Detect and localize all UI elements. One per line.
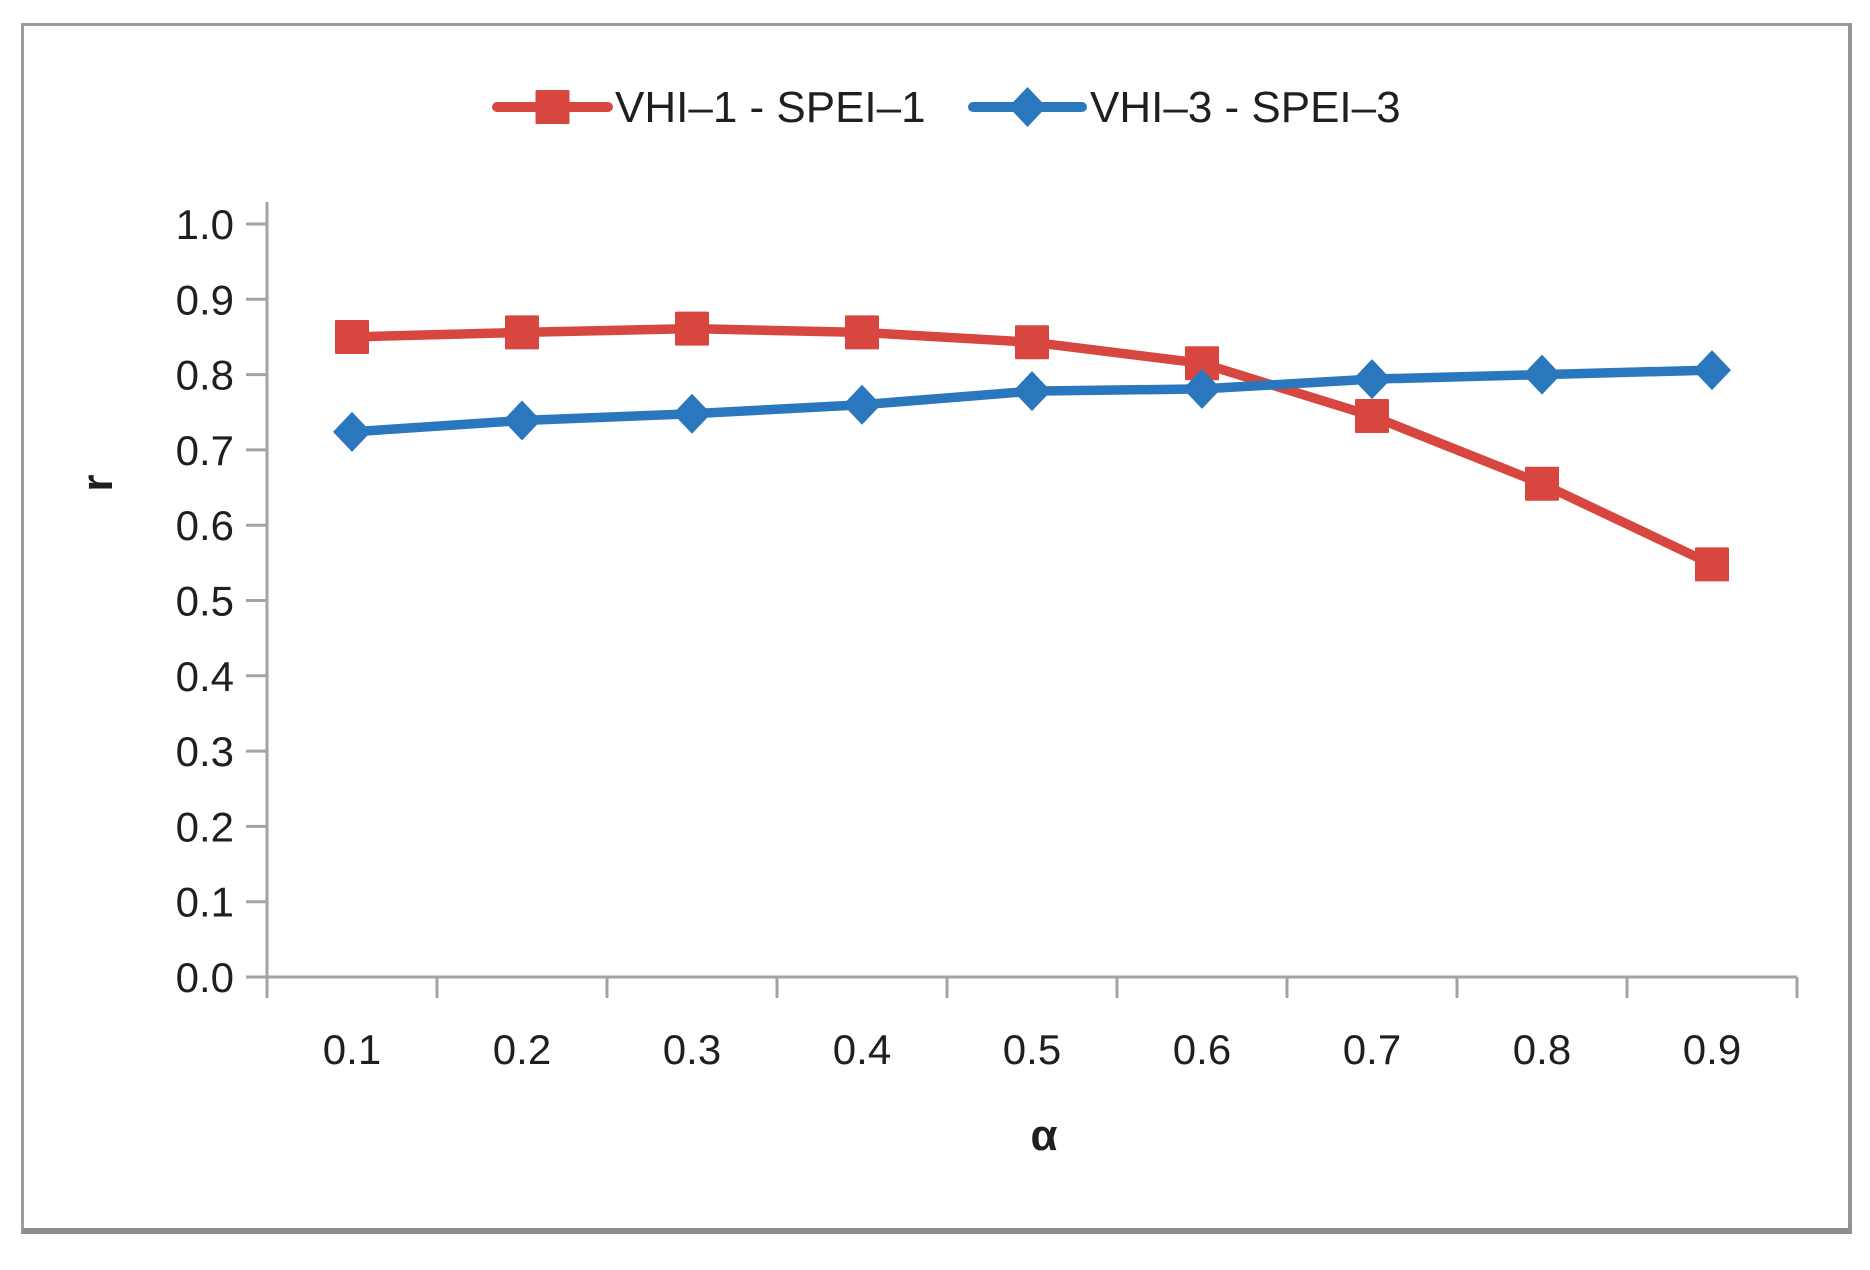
data-point-square-0-3 bbox=[845, 315, 879, 350]
y-tick-label: 0.7 bbox=[176, 427, 234, 474]
data-point-square-0-5 bbox=[1185, 346, 1219, 381]
data-point-square-0-7 bbox=[1525, 466, 1559, 501]
x-tick-label: 0.8 bbox=[1513, 1026, 1571, 1073]
x-tick-label: 0.7 bbox=[1343, 1026, 1401, 1073]
legend-label-1: VHI–3 - SPEI–3 bbox=[1090, 83, 1401, 132]
data-point-square-0-8 bbox=[1695, 547, 1729, 582]
data-point-diamond-1-8 bbox=[1693, 350, 1731, 391]
legend-square-marker-0 bbox=[535, 90, 570, 124]
x-tick-label: 0.2 bbox=[493, 1026, 551, 1073]
y-tick-label: 0.6 bbox=[176, 502, 234, 549]
data-point-diamond-1-6 bbox=[1353, 359, 1391, 400]
data-point-diamond-1-5 bbox=[1183, 368, 1221, 409]
legend-diamond-marker-1 bbox=[1008, 87, 1047, 127]
x-tick-label: 0.3 bbox=[663, 1026, 721, 1073]
x-tick-label: 0.5 bbox=[1003, 1026, 1061, 1073]
x-tick-label: 0.4 bbox=[833, 1026, 891, 1073]
data-point-diamond-1-1 bbox=[503, 400, 541, 441]
correlation-line-chart: 1.0 0.9 0.8 0.7 0.6 0.5 0.4 0.3 0.2 0.1 0.0 0.1 0.2 0… bbox=[73, 83, 1799, 1160]
data-point-square-0-4 bbox=[1015, 325, 1049, 360]
data-point-square-0-2 bbox=[675, 311, 709, 346]
y-tick-label: 0.3 bbox=[176, 728, 234, 775]
x-tick-label: 0.1 bbox=[323, 1026, 381, 1073]
y-tick-label: 0.0 bbox=[176, 954, 234, 1001]
x-tick-label: 0.6 bbox=[1173, 1026, 1231, 1073]
data-point-diamond-1-2 bbox=[673, 393, 711, 434]
y-axis-title: r bbox=[73, 474, 122, 491]
data-point-diamond-1-4 bbox=[1013, 371, 1051, 412]
series-line-0 bbox=[347, 323, 1717, 570]
chart-frame: 1.0 0.9 0.8 0.7 0.6 0.5 0.4 0.3 0.2 0.1 0.0 0.1 0.2 0… bbox=[21, 23, 1852, 1234]
y-tick-label: 0.4 bbox=[176, 653, 234, 700]
data-point-square-0-1 bbox=[505, 315, 539, 350]
data-point-diamond-1-7 bbox=[1523, 354, 1561, 395]
y-tick-label: 0.2 bbox=[176, 803, 234, 850]
legend-label-0: VHI–1 - SPEI–1 bbox=[615, 83, 926, 132]
data-point-diamond-1-0 bbox=[333, 411, 371, 452]
x-tick-label: 0.9 bbox=[1683, 1026, 1741, 1073]
y-tick-label: 0.1 bbox=[176, 879, 234, 926]
y-tick-label: 0.8 bbox=[176, 352, 234, 399]
y-tick-label: 0.5 bbox=[176, 578, 234, 625]
data-point-square-0-0 bbox=[335, 319, 369, 354]
y-tick-label: 0.9 bbox=[176, 276, 234, 323]
y-tick-label: 1.0 bbox=[176, 201, 234, 248]
data-point-square-0-6 bbox=[1355, 399, 1389, 434]
x-axis-title: α bbox=[1030, 1111, 1057, 1160]
data-point-diamond-1-3 bbox=[843, 384, 881, 425]
